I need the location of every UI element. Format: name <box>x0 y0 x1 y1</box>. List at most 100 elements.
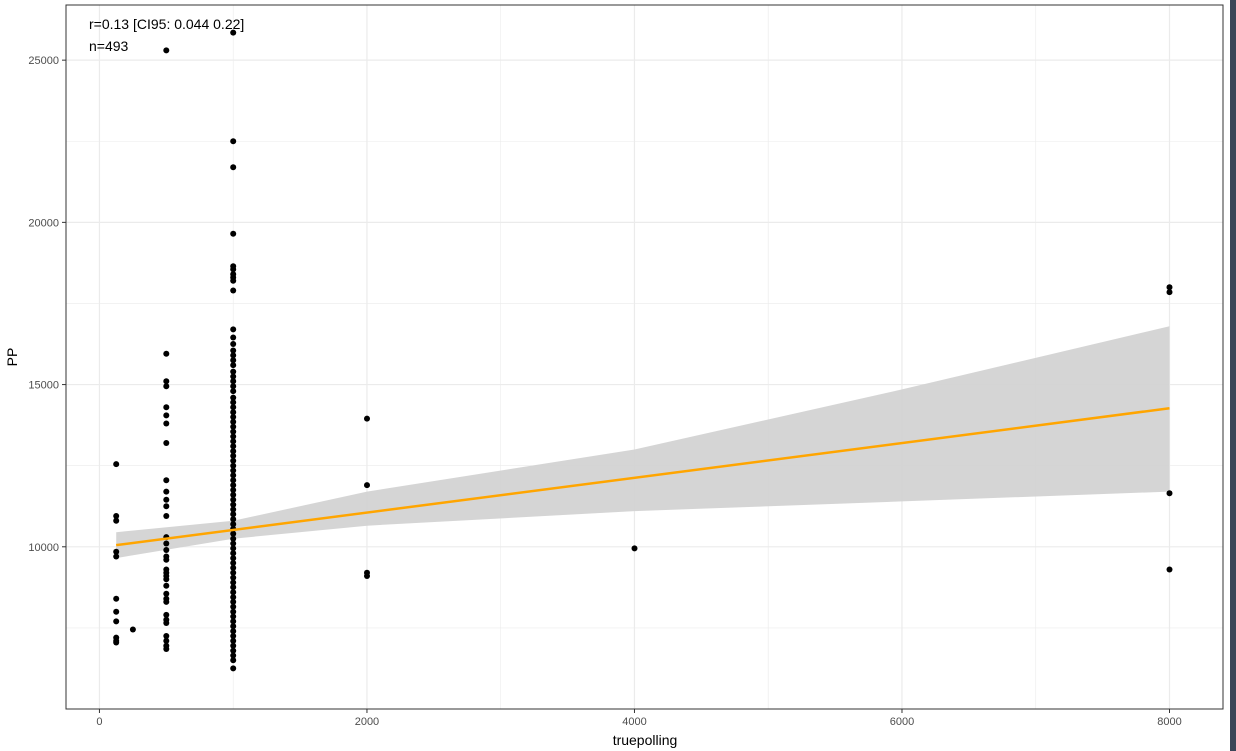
data-point <box>230 574 237 581</box>
data-point <box>230 594 237 601</box>
data-point <box>230 383 237 390</box>
data-point <box>1166 289 1173 296</box>
data-point <box>230 373 237 380</box>
y-tick-label: 20000 <box>28 217 59 229</box>
data-point <box>163 633 170 639</box>
data-point <box>113 513 120 519</box>
data-point <box>230 521 237 528</box>
data-point <box>364 573 370 579</box>
data-point <box>163 637 170 644</box>
data-point <box>230 164 237 171</box>
data-point <box>364 415 370 422</box>
x-tick-label: 6000 <box>890 716 914 728</box>
data-point <box>113 461 120 468</box>
data-point <box>230 428 237 435</box>
data-point <box>230 423 237 430</box>
y-tick-label: 15000 <box>28 380 59 392</box>
data-point <box>113 618 120 625</box>
data-point <box>230 409 237 416</box>
data-point <box>230 550 237 557</box>
data-point <box>163 378 170 385</box>
data-point <box>230 584 237 591</box>
data-point <box>230 569 237 576</box>
data-point <box>230 657 237 664</box>
data-point <box>230 418 237 425</box>
data-point <box>230 603 237 610</box>
data-point <box>163 404 170 411</box>
data-point <box>230 394 237 401</box>
data-point <box>230 266 237 273</box>
data-point <box>230 633 237 639</box>
data-point <box>230 598 237 605</box>
data-point <box>163 513 170 519</box>
fit-line-layer <box>115 407 1170 547</box>
data-point <box>163 576 170 583</box>
data-point <box>113 639 120 646</box>
x-tick-label: 8000 <box>1157 716 1181 728</box>
data-point <box>1166 490 1173 497</box>
data-point <box>230 665 237 672</box>
data-point <box>113 517 120 524</box>
x-tick-label: 2000 <box>355 716 379 728</box>
data-point <box>364 482 370 489</box>
y-axis-ticks: 10000 15000 20000 25000 <box>28 55 66 554</box>
data-point <box>230 334 237 341</box>
data-point <box>230 326 237 333</box>
data-point <box>230 29 237 36</box>
data-point <box>113 548 120 555</box>
data-point <box>230 457 237 464</box>
data-point <box>230 642 237 649</box>
y-tick-label: 10000 <box>28 542 59 554</box>
data-point <box>163 47 170 54</box>
data-point <box>230 477 237 484</box>
data-point <box>113 595 120 602</box>
data-point <box>163 611 170 618</box>
data-point <box>230 555 237 562</box>
fit-line <box>115 407 1170 547</box>
data-point <box>163 496 170 503</box>
data-point <box>230 535 237 542</box>
data-point <box>230 618 237 625</box>
data-point <box>163 620 170 626</box>
data-point <box>230 414 237 420</box>
data-point <box>163 547 170 553</box>
data-point <box>163 477 170 484</box>
x-tick-label: 0 <box>96 716 102 728</box>
data-point <box>163 350 170 357</box>
data-point <box>230 443 237 450</box>
data-point <box>230 362 237 369</box>
data-point <box>230 487 237 493</box>
data-point <box>230 277 237 284</box>
data-point <box>230 452 237 459</box>
data-point <box>230 448 237 455</box>
data-point <box>230 287 237 294</box>
data-point <box>163 412 170 419</box>
data-point <box>230 496 237 503</box>
data-point <box>230 352 237 359</box>
data-point <box>230 530 237 537</box>
data-point <box>113 553 120 560</box>
data-point <box>163 540 170 547</box>
data-point <box>163 598 170 605</box>
data-point <box>230 628 237 635</box>
data-point <box>230 613 237 620</box>
data-point <box>230 438 237 445</box>
data-point <box>230 608 237 615</box>
data-point <box>230 341 237 347</box>
data-point <box>163 582 170 589</box>
data-point <box>129 626 136 633</box>
data-point <box>230 433 237 440</box>
data-point <box>230 491 237 498</box>
data-point <box>230 388 237 395</box>
data-point <box>163 488 170 495</box>
data-point <box>230 368 237 375</box>
data-point <box>230 545 237 552</box>
confidence-band-layer <box>116 326 1170 559</box>
data-point <box>230 652 237 659</box>
data-point <box>230 637 237 644</box>
data-point <box>230 347 237 354</box>
data-point <box>230 501 237 508</box>
data-point <box>163 646 170 652</box>
data-point <box>163 503 170 510</box>
